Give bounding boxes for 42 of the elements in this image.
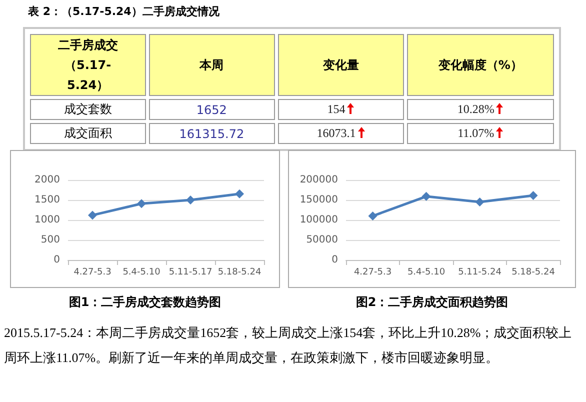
- x-tick-label: 4.27-5.3: [354, 268, 392, 278]
- text: 图1：二手房成交套数趋势图: [68, 295, 222, 309]
- category-label: 成交面积: [64, 126, 112, 140]
- category-label: 成交套数: [64, 102, 112, 116]
- y-tick-label: 150000: [300, 194, 338, 206]
- category-label: 变化量: [278, 34, 404, 96]
- text: 图2：二手房成交面积趋势图: [356, 295, 508, 309]
- text: 161315.72: [179, 126, 244, 140]
- text: 1652: [196, 102, 227, 116]
- y-tick-label: 1500: [34, 194, 60, 206]
- x-tick-label: 5.18-5.24: [512, 268, 556, 278]
- point: [422, 192, 431, 201]
- y-tick-label: 1000: [34, 214, 60, 226]
- point: [186, 196, 195, 204]
- x-tick-label: 5.18-5.24: [218, 268, 262, 278]
- y-tick-label: 0: [332, 254, 338, 266]
- x-tick-label: 5.4-5.10: [122, 268, 161, 278]
- x-tick-label: 5.11-5.24: [458, 268, 502, 278]
- y-tick-label: 100000: [300, 214, 338, 226]
- point: [235, 189, 244, 198]
- y-tick-label: 0: [54, 254, 60, 266]
- point: [88, 210, 97, 220]
- point: [137, 199, 146, 208]
- text: 154: [327, 102, 346, 116]
- y-tick-label: 50000: [306, 234, 338, 246]
- point: [528, 190, 538, 200]
- text: 11.07%: [458, 126, 494, 140]
- y-tick-label: 500: [40, 234, 60, 246]
- text: 2015.5.17-5.24：本周二手房成交量1652套，较上周成交上涨154套，环比上升10.28%；成交面积较上周环上涨11.07%。刷新了近一年来的单周成交量，在政策刺激下，楼市回暖迹象明显。: [4, 324, 573, 367]
- y-tick-label: 2000: [34, 174, 60, 186]
- text: 16073.1: [316, 126, 356, 140]
- x-tick-label: 5.4-5.10: [407, 268, 446, 278]
- category-label: 二手房成交（5.17-5.24）: [30, 34, 146, 96]
- point: [368, 212, 378, 220]
- x-tick-label: 5.11-5.17: [168, 268, 212, 278]
- text: 表 2：（5.17-5.24）二手房成交情况: [28, 4, 220, 19]
- y-tick-label: 200000: [300, 174, 338, 186]
- point: [475, 198, 484, 206]
- x-tick-label: 4.27-5.3: [74, 268, 112, 278]
- text: 10.28%: [457, 102, 494, 116]
- category-label: 变化幅度（%）: [406, 34, 554, 96]
- category-label: 本周: [148, 34, 275, 96]
